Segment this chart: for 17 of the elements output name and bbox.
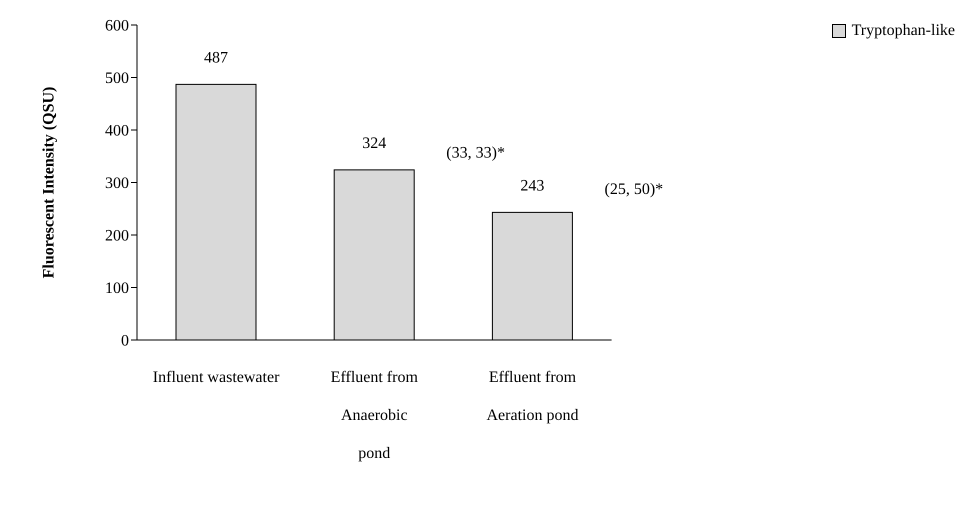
legend-label: Tryptophan-like: [852, 22, 955, 40]
y-tick-label: 400: [105, 122, 129, 140]
data-label: 324: [362, 134, 386, 152]
y-tick-label: 100: [105, 280, 129, 298]
y-tick-label: 600: [105, 18, 129, 35]
data-label: 487: [204, 49, 228, 66]
y-tick-label: 300: [105, 175, 129, 192]
x-tick-label: Influent wastewater: [152, 369, 280, 386]
annotation: (33, 33)*: [446, 144, 505, 162]
y-tick-label: 200: [105, 228, 129, 245]
annotation: (25, 50)*: [604, 181, 664, 198]
category-label: Effluent from Anaerobic pond: [330, 369, 418, 462]
y-axis-title: Fluorescent Intensity (QSU): [40, 86, 58, 278]
data-label: 243: [520, 177, 544, 194]
y-tick-label: 500: [105, 70, 129, 88]
category-label: Effluent from Aeration pond: [486, 369, 578, 424]
y-tick-label: 0: [121, 332, 129, 350]
